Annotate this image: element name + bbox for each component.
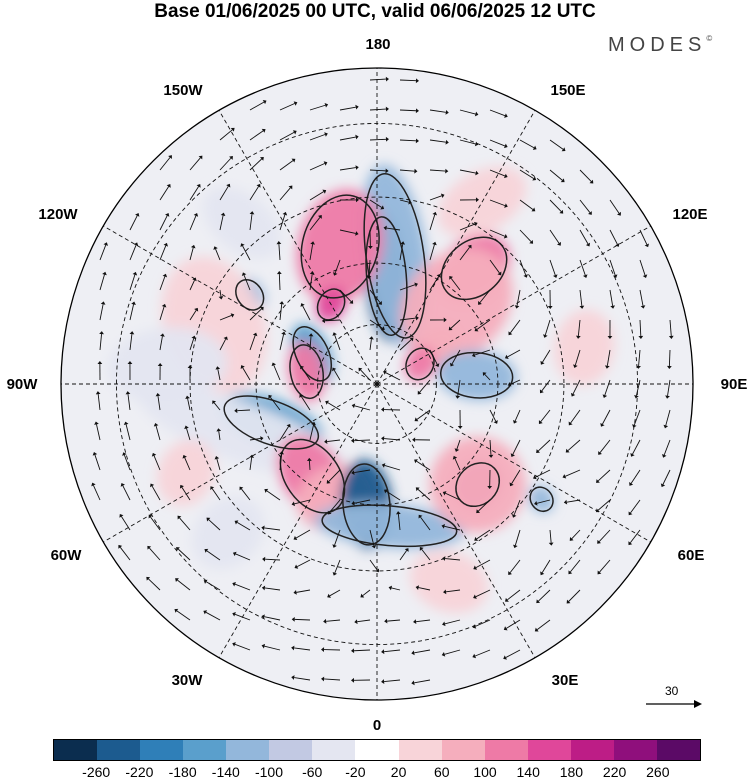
longitude-label-90e: 90E <box>721 376 748 394</box>
colorbar-segment-8 <box>399 740 442 760</box>
colorbar-tick-label: 220 <box>603 764 626 780</box>
colorbar-tick-label: -60 <box>302 764 322 780</box>
colorbar-segment-2 <box>140 740 183 760</box>
reference-vector-label: 30 <box>665 684 678 698</box>
colorbar-segment-4 <box>226 740 269 760</box>
colorbar-tick-label: -100 <box>255 764 283 780</box>
longitude-label-60e: 60E <box>678 547 705 565</box>
colorbar-segment-6 <box>312 740 355 760</box>
colorbar-segment-1 <box>97 740 140 760</box>
colorbar-segment-5 <box>269 740 312 760</box>
colorbar-segment-3 <box>183 740 226 760</box>
colorbar-tick-label: 180 <box>560 764 583 780</box>
longitude-label-30e: 30E <box>552 672 579 690</box>
colorbar-tick-labels: -260 -220 -180 -140 -100 -60 -20 20 60 100 140 180 2… <box>0 764 750 784</box>
longitude-label-30w: 30W <box>172 672 203 690</box>
colorbar-tick-label: -20 <box>345 764 365 780</box>
longitude-label-150w: 150W <box>163 82 202 100</box>
longitude-label-90w: 90W <box>7 376 38 394</box>
longitude-label-60w: 60W <box>51 547 82 565</box>
colorbar-tick-label: 20 <box>391 764 407 780</box>
longitude-label-180: 180 <box>365 36 390 54</box>
colorbar-tick-label: -220 <box>125 764 153 780</box>
colorbar-tick-label: 100 <box>473 764 496 780</box>
colorbar-segment-9 <box>442 740 485 760</box>
colorbar-segment-7 <box>355 740 398 760</box>
colorbar-segment-12 <box>571 740 614 760</box>
colorbar-segment-14 <box>657 740 700 760</box>
colorbar-segment-10 <box>485 740 528 760</box>
longitude-label-150e: 150E <box>550 82 585 100</box>
colorbar-tick-label: 260 <box>646 764 669 780</box>
colorbar-tick-label: -180 <box>169 764 197 780</box>
colorbar-tick-label: 60 <box>434 764 450 780</box>
colorbar-tick-label: -260 <box>82 764 110 780</box>
colorbar-tick-label: -140 <box>212 764 240 780</box>
polar-stereographic-map <box>0 0 750 735</box>
colorbar-segment-11 <box>528 740 571 760</box>
wind-arrow-shaft <box>309 461 310 470</box>
colorbar-segment-0 <box>54 740 97 760</box>
reference-vector-arrow <box>644 697 704 711</box>
longitude-label-120w: 120W <box>38 206 77 224</box>
colorbar-segment-13 <box>614 740 657 760</box>
longitude-label-120e: 120E <box>672 206 707 224</box>
colorbar <box>53 739 701 761</box>
wind-arrow-shaft <box>295 619 310 620</box>
colorbar-tick-label: 140 <box>517 764 540 780</box>
longitude-label-0: 0 <box>373 717 381 735</box>
wind-arrow-shaft <box>669 350 670 366</box>
